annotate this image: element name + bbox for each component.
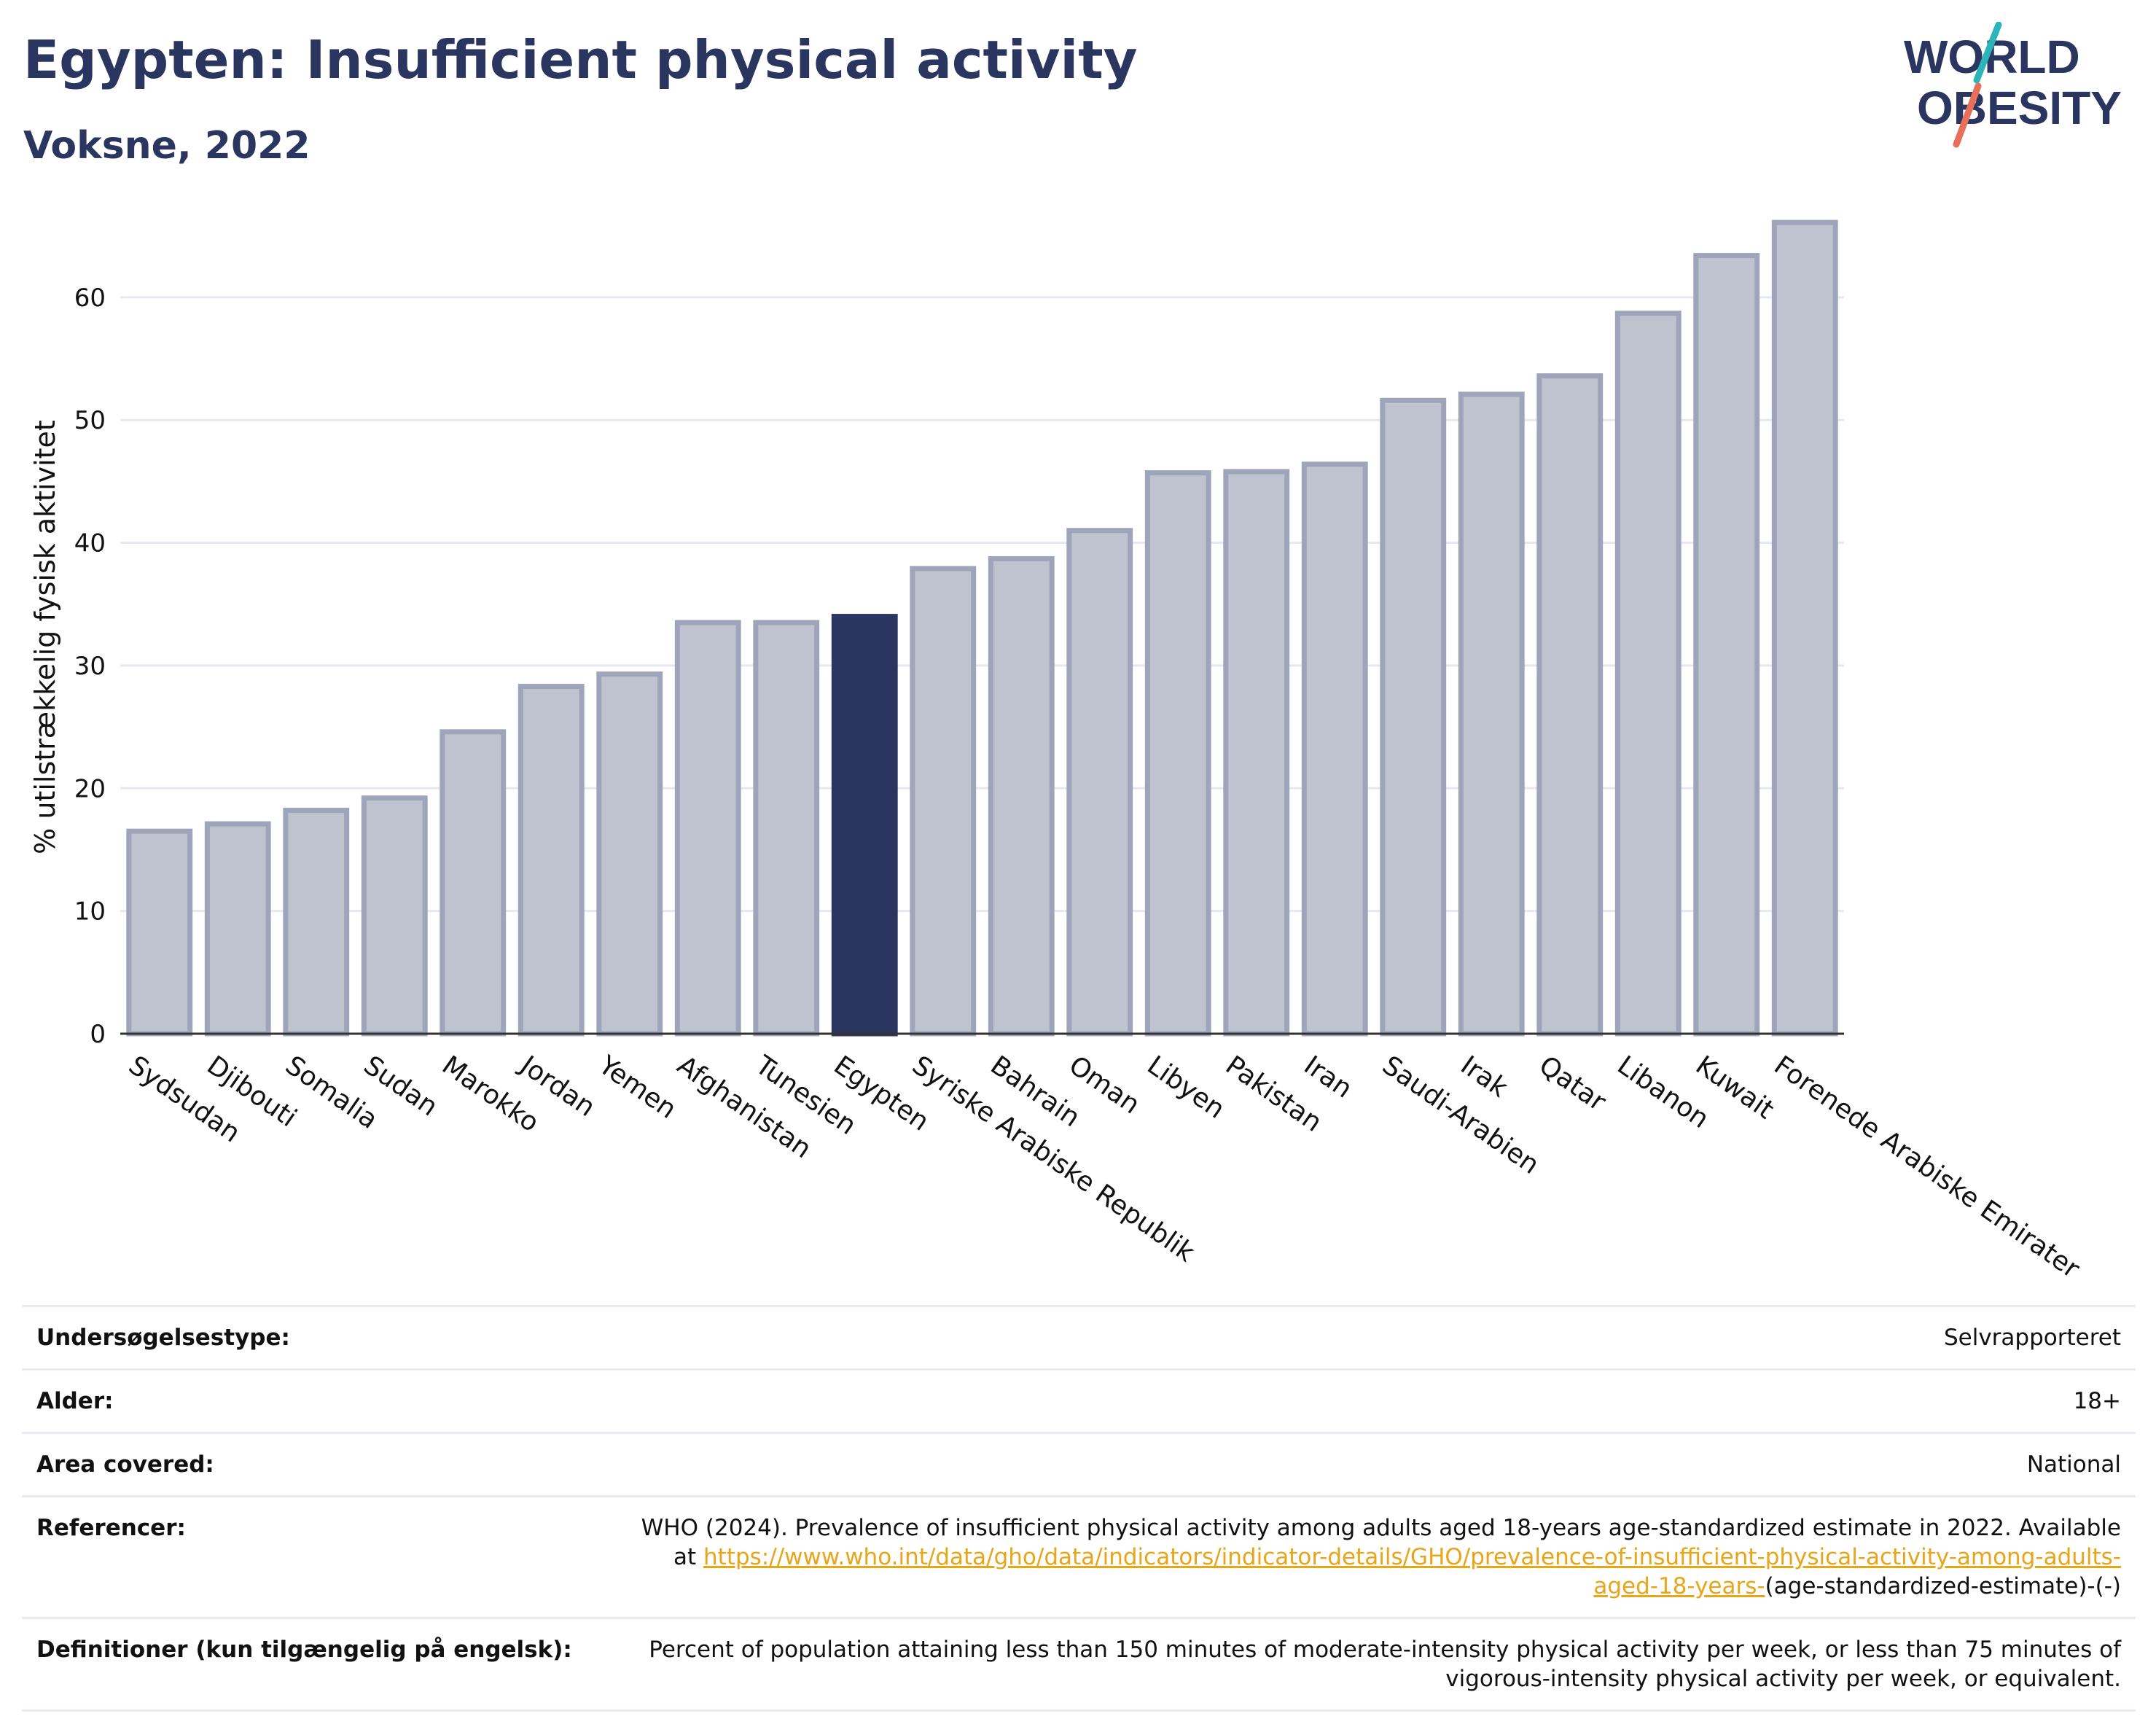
y-axis-label: % utilstrækkelig fysisk aktivitet [29,420,61,854]
area-value: National [605,1432,2136,1497]
info-row-age: Alder: 18+ [22,1368,2136,1434]
reference-suffix: (age-standardized-estimate)-(-) [1765,1573,2121,1599]
bar-pakistan [1223,469,1290,1037]
bar-egypten [831,614,898,1037]
bar-chart: 0 10 20 30 40 50 60 SydsudanDjiboutiSomaliaSud… [29,219,2085,1283]
info-row-survey-type: Undersøgelsestype: Selvrapporteret [22,1305,2136,1371]
reference-link[interactable]: https://www.who.int/data/gho/data/indica… [703,1544,2121,1599]
bar-libanon [1614,311,1682,1037]
bar-oman [1066,528,1133,1037]
bar-sudan [361,795,428,1037]
y-tick-label: 10 [74,897,106,927]
info-row-references: Referencer: WHO (2024). Prevalence of in… [22,1495,2136,1619]
x-tick-label: Yemen [593,1050,681,1125]
page-title: Egypten: Insufficient physical activity [23,29,1138,90]
survey-type-label: Undersøgelsestype: [22,1305,605,1371]
x-tick-label: Qatar [1534,1050,1612,1118]
x-tick-label: Forenede Arabiske Emirater [1768,1050,2085,1283]
logo-slash-teal [1973,22,2002,84]
area-label: Area covered: [22,1432,605,1497]
page-subtitle: Voksne, 2022 [23,124,310,168]
definitions-label: Definitioner (kun tilgængelig på engelsk… [22,1617,605,1712]
info-row-area: Area covered: National [22,1432,2136,1497]
x-tick-labels: SydsudanDjiboutiSomaliaSudanMarokkoJorda… [123,1050,2085,1283]
bar-tunesien [753,620,820,1037]
y-tick-label: 60 [74,284,106,313]
x-tick-label: Afghanistan [671,1050,816,1165]
bar-somalia [283,808,350,1037]
age-value: 18+ [605,1368,2136,1434]
logo-line2: OBESITY [1917,82,2122,134]
bar-bahrain [988,555,1055,1037]
bar-jordan [517,684,585,1037]
bar-saudi-arabien [1380,397,1447,1037]
x-tick-label: Libyen [1141,1050,1230,1125]
bar-sydsudan [126,828,193,1037]
bar-irak [1458,391,1525,1037]
info-row-definitions: Definitioner (kun tilgængelig på engelsk… [22,1617,2136,1712]
y-tick-label: 20 [74,774,106,803]
y-tick-labels: 0 10 20 30 40 50 60 [74,284,106,1049]
bar-marokko [440,729,507,1037]
y-tick-label: 50 [74,406,106,435]
x-tick-label: Irak [1455,1050,1513,1104]
survey-type-value: Selvrapporteret [605,1305,2136,1371]
bar-kuwait [1693,253,1760,1037]
y-tick-label: 30 [74,652,106,681]
info-table: Undersøgelsestype: Selvrapporteret Alder… [22,1305,2136,1712]
reference-text: WHO (2024). Prevalence of insufficient p… [641,1515,2121,1570]
x-tick-label: Iran [1298,1050,1357,1104]
y-tick-label: 0 [90,1020,106,1049]
bar-qatar [1536,373,1604,1037]
references-value: WHO (2024). Prevalence of insufficient p… [605,1495,2136,1619]
bar-forenede-arabiske-emirater [1771,219,1838,1037]
definitions-value: Percent of population attaining less tha… [605,1617,2136,1712]
bar-libyen [1144,470,1211,1037]
bars [126,219,1838,1037]
age-label: Alder: [22,1368,605,1434]
bar-afghanistan [674,620,741,1037]
bar-djibouti [204,821,271,1037]
world-obesity-logo: WORLD OBESITY [1904,22,2122,148]
y-tick-label: 40 [74,529,106,558]
bar-syriske-arabiske-republik [910,566,977,1037]
bar-yemen [596,671,663,1037]
logo-slash-coral [1953,82,1982,148]
references-label: Referencer: [22,1495,605,1619]
bar-iran [1301,461,1368,1037]
